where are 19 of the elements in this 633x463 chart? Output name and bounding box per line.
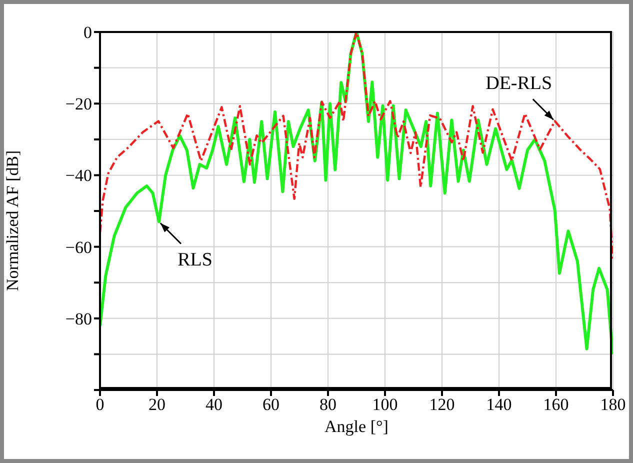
x-tick-label: 120 [429, 395, 455, 414]
y-tick-label: −80 [65, 309, 92, 328]
x-tick-label: 180 [600, 395, 626, 414]
y-tick-label: −60 [65, 238, 92, 257]
x-tick-label: 80 [320, 395, 336, 414]
x-tick-label: 60 [262, 395, 280, 414]
x-tick-label: 160 [543, 395, 569, 414]
annotation: DE-RLS [486, 73, 552, 94]
y-tick-label: 0 [84, 23, 92, 42]
y-tick-label: −20 [65, 94, 92, 114]
x-tick-label: 140 [486, 395, 512, 414]
x-tick-label: 20 [148, 395, 166, 414]
y-tick-label: −40 [65, 166, 92, 186]
annotation: RLS [178, 250, 212, 271]
y-axis-title: Normalized AF [dB] [3, 150, 22, 291]
x-axis-title: Angle [°] [324, 417, 388, 436]
x-tick-label: 0 [96, 395, 104, 414]
x-tick-label: 40 [206, 395, 222, 414]
x-tick-label: 100 [372, 395, 398, 414]
